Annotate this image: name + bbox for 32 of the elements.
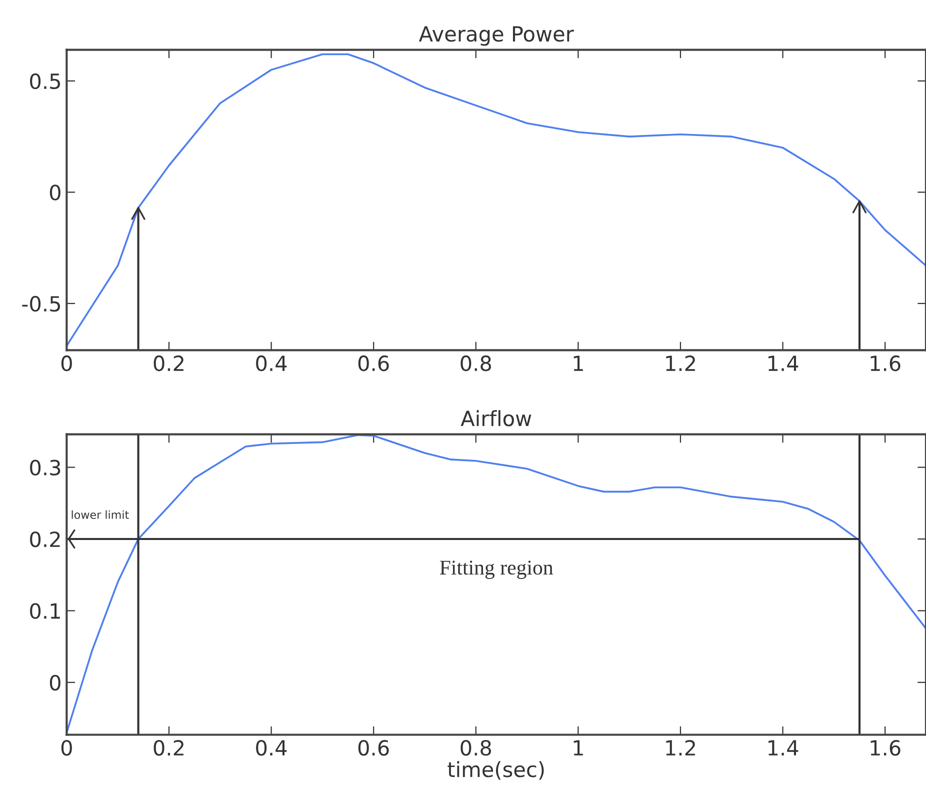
chart-title: Airflow: [460, 410, 532, 426]
x-tick-label: 0.8: [460, 355, 492, 372]
x-tick-label: 0.2: [154, 740, 184, 756]
y-tick-label: 0.5: [30, 73, 60, 90]
x-tick-label: 1.2: [666, 740, 695, 756]
x-tick-label: 0.6: [358, 740, 389, 756]
chart-title: Average Power: [418, 26, 574, 46]
y-tick-label: -0.5: [22, 296, 60, 312]
x-tick-label: 1.6: [870, 740, 900, 756]
x-tick-label: 1: [574, 740, 583, 756]
x-tick-label: 0.6: [358, 355, 389, 372]
y-tick-label: 0.3: [30, 460, 60, 476]
x-tick-label: 0: [61, 740, 72, 756]
x-tick-label: 1: [574, 356, 583, 371]
y-tick-label: 0.1: [30, 603, 60, 619]
x-tick-label: 1.4: [768, 740, 798, 756]
x-tick-label: 1.6: [870, 355, 900, 372]
x-tick-label: 0.8: [460, 740, 492, 756]
y-tick-label: 0.2: [30, 531, 60, 548]
annotation: Fitting region: [440, 560, 554, 579]
x-tick-label: 0.4: [256, 355, 287, 372]
ref-line-label: lower limit: [72, 510, 129, 519]
x-tick-label: 1.2: [666, 355, 695, 371]
x-tick-label: 0: [61, 355, 72, 372]
y-tick-label: 0: [50, 674, 60, 691]
line-series: [66, 53, 926, 347]
y-tick-label: 0: [50, 184, 60, 200]
line-series: [66, 434, 926, 734]
x-axis-title: time(sec): [448, 761, 544, 780]
x-tick-label: 0.4: [256, 740, 287, 756]
x-tick-label: 1.4: [768, 356, 798, 371]
x-tick-label: 0.2: [154, 355, 184, 372]
